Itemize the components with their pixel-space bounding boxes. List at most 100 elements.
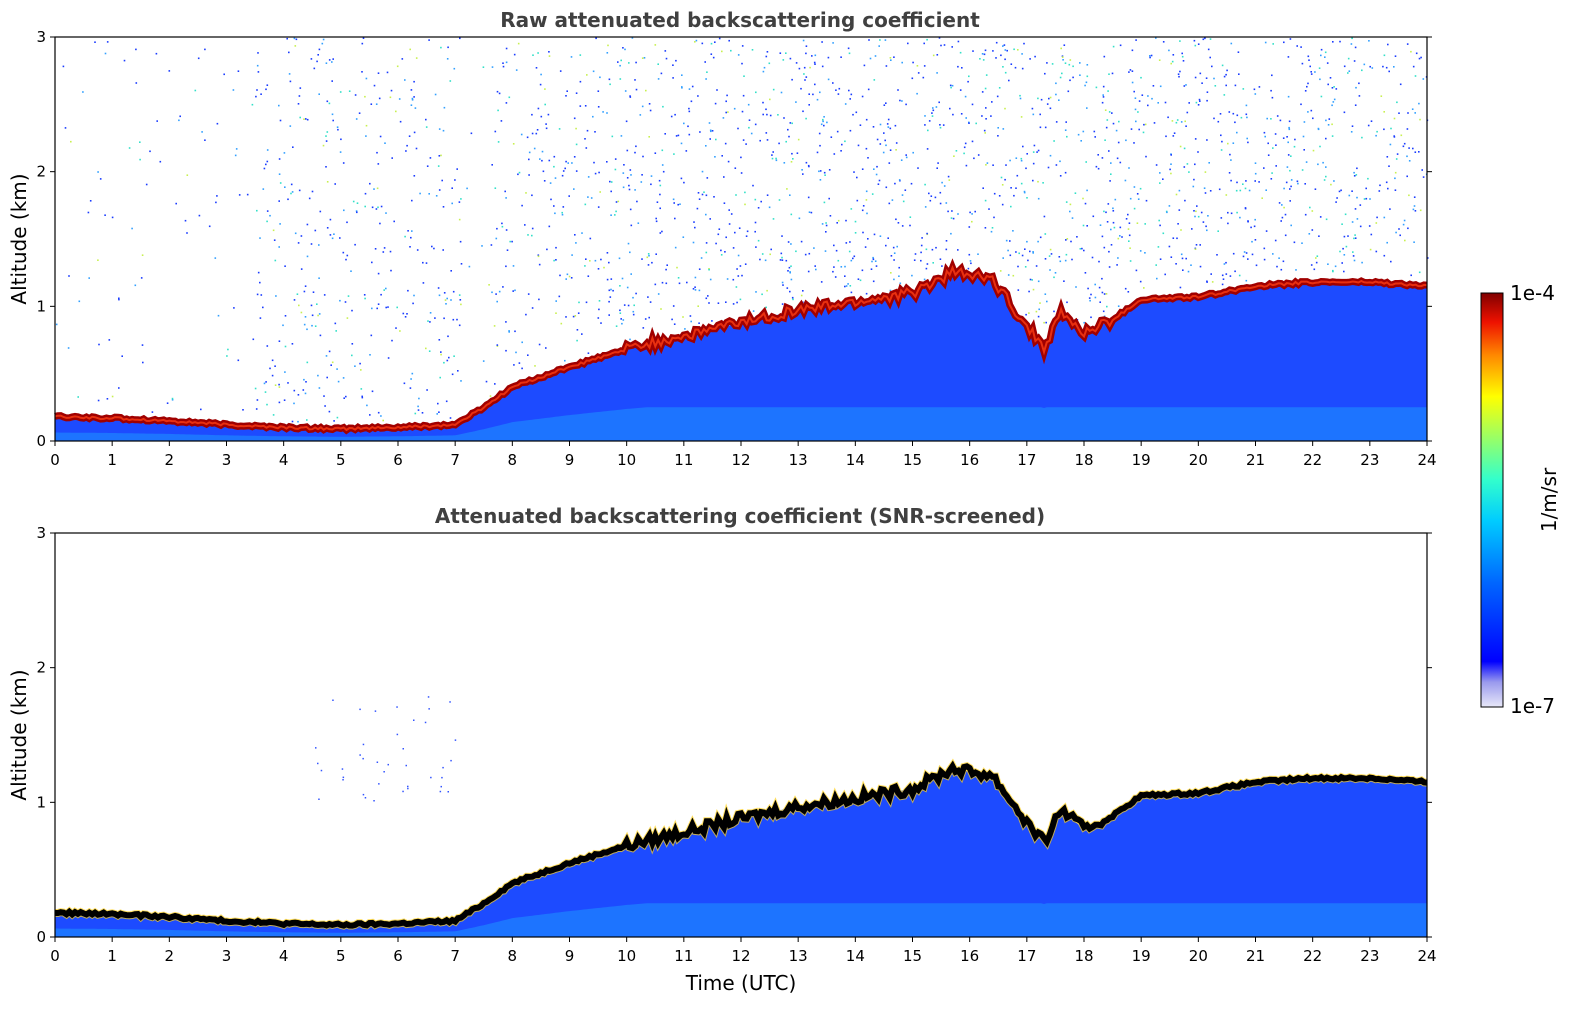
noise-speck — [1111, 72, 1114, 75]
noise-speck — [1353, 171, 1355, 174]
noise-speck — [1332, 41, 1334, 43]
noise-speck — [385, 287, 387, 290]
noise-speck — [814, 63, 816, 65]
noise-speck — [1399, 83, 1402, 86]
noise-speck — [1168, 205, 1171, 207]
noise-speck — [673, 323, 676, 325]
noise-speck — [1305, 161, 1308, 163]
noise-speck — [730, 49, 732, 52]
noise-speck — [803, 66, 806, 69]
noise-speck — [1061, 72, 1063, 75]
noise-speck — [739, 298, 742, 301]
noise-speck — [1064, 171, 1067, 174]
noise-speck — [1085, 81, 1088, 84]
noise-speck — [1103, 210, 1105, 213]
noise-speck — [829, 215, 832, 217]
noise-speck — [1032, 113, 1035, 116]
noise-speck — [320, 769, 323, 772]
noise-speck — [1039, 126, 1042, 129]
noise-speck — [410, 89, 413, 91]
noise-speck — [816, 151, 819, 154]
noise-speck — [688, 88, 691, 90]
noise-speck — [1065, 121, 1067, 123]
noise-speck — [279, 119, 282, 122]
noise-speck — [1221, 283, 1224, 286]
noise-speck — [925, 248, 928, 251]
noise-speck — [766, 51, 769, 53]
noise-speck — [411, 230, 413, 232]
noise-speck — [1086, 75, 1089, 78]
noise-speck — [827, 56, 830, 59]
noise-speck — [1047, 166, 1050, 169]
noise-speck — [1108, 250, 1110, 253]
noise-speck — [1207, 48, 1210, 51]
noise-speck — [1396, 101, 1398, 104]
noise-speck — [407, 785, 409, 788]
noise-speck — [1414, 112, 1416, 114]
noise-speck — [1116, 157, 1119, 160]
noise-speck — [1412, 65, 1415, 68]
noise-speck — [694, 289, 697, 291]
noise-speck — [376, 151, 378, 154]
noise-speck — [1225, 273, 1228, 275]
noise-speck — [932, 54, 935, 57]
noise-speck — [1175, 263, 1177, 265]
noise-speck — [1217, 230, 1219, 232]
noise-speck — [693, 221, 695, 223]
noise-speck — [272, 414, 275, 416]
noise-speck — [1333, 180, 1335, 182]
noise-speck — [698, 268, 701, 270]
noise-speck — [814, 265, 816, 267]
noise-speck — [561, 174, 564, 177]
noise-speck — [1037, 240, 1039, 243]
noise-speck — [1119, 226, 1122, 229]
noise-speck — [685, 150, 688, 152]
noise-speck — [570, 277, 573, 279]
noise-speck — [1093, 130, 1096, 133]
near-ground-band — [55, 407, 1427, 441]
noise-speck — [1310, 73, 1313, 75]
x-tick-label: 3 — [222, 947, 232, 965]
noise-speck — [692, 241, 695, 244]
noise-speck — [887, 126, 890, 128]
noise-speck — [1055, 164, 1058, 166]
noise-speck — [1310, 109, 1313, 112]
noise-speck — [936, 72, 938, 74]
noise-speck — [1406, 175, 1408, 178]
noise-speck — [643, 57, 646, 59]
noise-speck — [1238, 274, 1241, 277]
noise-speck — [1325, 166, 1327, 168]
noise-speck — [642, 327, 645, 329]
noise-speck — [622, 172, 625, 174]
noise-speck — [362, 793, 365, 796]
noise-speck — [1195, 210, 1197, 213]
noise-speck — [632, 296, 634, 299]
x-tick-label: 9 — [565, 451, 575, 469]
noise-speck — [887, 118, 890, 121]
noise-speck — [849, 129, 852, 132]
noise-speck — [1180, 229, 1182, 231]
noise-speck — [1242, 183, 1244, 185]
noise-speck — [942, 124, 945, 126]
noise-speck — [1236, 131, 1238, 134]
noise-speck — [847, 283, 849, 285]
layer-top-core — [54, 264, 1428, 432]
noise-speck — [631, 37, 634, 39]
noise-speck — [628, 62, 630, 64]
noise-speck — [1098, 260, 1100, 263]
noise-speck — [750, 132, 753, 135]
noise-speck — [932, 107, 934, 109]
noise-speck — [1082, 130, 1085, 133]
noise-speck — [1021, 53, 1023, 55]
noise-speck — [438, 411, 440, 413]
noise-speck — [893, 278, 895, 281]
noise-speck — [1394, 177, 1396, 180]
noise-speck — [1236, 181, 1238, 184]
noise-speck — [1082, 197, 1084, 200]
noise-speck — [1157, 102, 1159, 104]
noise-speck — [923, 278, 926, 281]
noise-speck — [334, 183, 336, 185]
noise-speck — [1375, 250, 1378, 253]
noise-speck — [409, 387, 412, 389]
noise-speck — [597, 268, 600, 270]
